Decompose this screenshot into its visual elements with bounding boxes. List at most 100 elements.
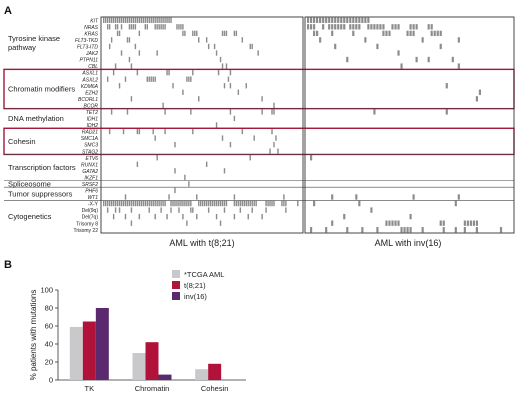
mutation-tile bbox=[112, 200, 115, 207]
bar-chromatin-tcga-aml bbox=[132, 353, 146, 380]
mutation-tile bbox=[160, 207, 162, 213]
mutation-tile bbox=[174, 168, 176, 174]
mutation-tile bbox=[128, 56, 131, 63]
mutation-tile bbox=[454, 200, 457, 207]
mutation-tile bbox=[128, 17, 131, 23]
mutation-tile bbox=[409, 227, 412, 233]
row-label-gata2: GATA2 bbox=[82, 169, 98, 175]
mutation-tile bbox=[200, 200, 202, 207]
row-label-bcor: BCOR bbox=[84, 103, 99, 109]
mutation-tile bbox=[108, 43, 111, 50]
mutation-tile bbox=[184, 200, 186, 207]
row-label-cbl: CBL bbox=[88, 64, 98, 70]
mutation-tile bbox=[397, 220, 400, 226]
x-tick-label-cohesin: Cohesin bbox=[201, 384, 229, 393]
mutation-tile bbox=[104, 200, 107, 207]
row-label-idh2: IDH2 bbox=[87, 123, 99, 129]
mutation-tile bbox=[334, 17, 337, 23]
mutation-tile bbox=[160, 200, 162, 207]
mutation-tile bbox=[182, 30, 184, 37]
mutation-tile bbox=[463, 227, 466, 233]
bar-chromatin-t-8-21 bbox=[145, 342, 159, 380]
row-label-srsf2: SRSF2 bbox=[82, 182, 98, 188]
row-label-trisomy-8: Trisomy 8 bbox=[76, 221, 98, 227]
mutation-tile bbox=[156, 200, 158, 207]
mutation-tile bbox=[328, 24, 331, 30]
mutation-tile bbox=[130, 220, 133, 226]
y-tick-label: 100 bbox=[40, 286, 53, 295]
mutation-tile bbox=[124, 213, 127, 220]
mutation-tile bbox=[355, 24, 358, 30]
mutation-tile bbox=[154, 200, 156, 207]
mutation-tile bbox=[138, 50, 141, 56]
mutation-tile bbox=[358, 200, 361, 207]
mutation-tile bbox=[340, 17, 343, 23]
mutation-tile bbox=[233, 194, 236, 200]
mutation-tile bbox=[162, 200, 164, 207]
mutation-tile bbox=[196, 30, 198, 37]
row-label-idh1: IDH1 bbox=[87, 117, 99, 123]
mutation-tile bbox=[229, 109, 232, 115]
mutation-tile bbox=[376, 43, 379, 50]
category-label-cohesin: Cohesin bbox=[8, 137, 36, 146]
mutation-tile bbox=[352, 17, 355, 23]
mutation-tile bbox=[152, 128, 154, 135]
mutation-tile bbox=[271, 109, 273, 115]
heatmap-frame bbox=[3, 16, 515, 234]
mutation-tile bbox=[310, 155, 313, 161]
mutation-tile bbox=[285, 200, 287, 207]
mutation-tile bbox=[352, 30, 355, 37]
mutation-tile bbox=[215, 200, 218, 207]
mutation-tile bbox=[108, 17, 111, 23]
legend-label-t-8-21: t(8;21) bbox=[184, 281, 206, 290]
row-label-nras: NRAS bbox=[84, 25, 99, 31]
mutation-tile bbox=[427, 56, 430, 63]
mutation-tile bbox=[142, 17, 145, 23]
mutation-tile bbox=[114, 200, 117, 207]
mutation-tile bbox=[215, 213, 218, 220]
mutation-tile bbox=[148, 17, 150, 23]
mutation-tile bbox=[110, 17, 113, 23]
mutation-tile bbox=[110, 37, 113, 43]
mutation-tile bbox=[136, 161, 139, 167]
mutation-tile bbox=[239, 200, 242, 207]
mutation-tile bbox=[106, 200, 109, 207]
mutation-tile bbox=[397, 24, 400, 30]
mutation-tile bbox=[265, 207, 267, 213]
mutation-tile bbox=[223, 200, 226, 207]
mutation-tile bbox=[207, 207, 210, 213]
row-label-wt1: WT1 bbox=[87, 195, 98, 201]
mutation-tile bbox=[196, 194, 198, 200]
mutation-tile bbox=[349, 17, 352, 23]
mutation-tile bbox=[442, 227, 445, 233]
mutation-tile bbox=[382, 24, 385, 30]
mutation-tile bbox=[164, 128, 166, 135]
mutation-tile bbox=[319, 37, 322, 43]
mutation-tile bbox=[104, 17, 107, 23]
mutation-tile bbox=[198, 37, 200, 43]
mutation-tile bbox=[373, 109, 376, 115]
y-tick-label: 0 bbox=[49, 376, 53, 385]
category-label-transcription-factors: Transcription factors bbox=[8, 163, 76, 172]
mutation-tile bbox=[116, 24, 119, 30]
mutation-tile bbox=[346, 17, 349, 23]
bar-tk-t-8-21 bbox=[82, 321, 96, 380]
mutation-tile bbox=[328, 17, 331, 23]
mutation-tile bbox=[134, 17, 137, 23]
mutation-tile bbox=[229, 83, 232, 89]
mutation-tile bbox=[277, 148, 279, 154]
mutation-tile bbox=[331, 30, 334, 37]
mutation-tile bbox=[148, 200, 150, 207]
mutation-tile bbox=[168, 17, 170, 23]
group-label-t821: AML with t(8;21) bbox=[169, 238, 234, 248]
mutation-tile bbox=[367, 17, 370, 23]
mutation-tile bbox=[138, 200, 141, 207]
mutation-tile bbox=[225, 63, 228, 69]
mutation-tile bbox=[114, 207, 117, 213]
y-tick-label: 60 bbox=[45, 322, 53, 331]
mutation-tile bbox=[391, 24, 394, 30]
mutation-tile bbox=[114, 63, 117, 69]
mutation-tile bbox=[451, 56, 454, 63]
mutation-tile bbox=[126, 17, 129, 23]
row-label-jak2: JAK2 bbox=[85, 51, 98, 57]
